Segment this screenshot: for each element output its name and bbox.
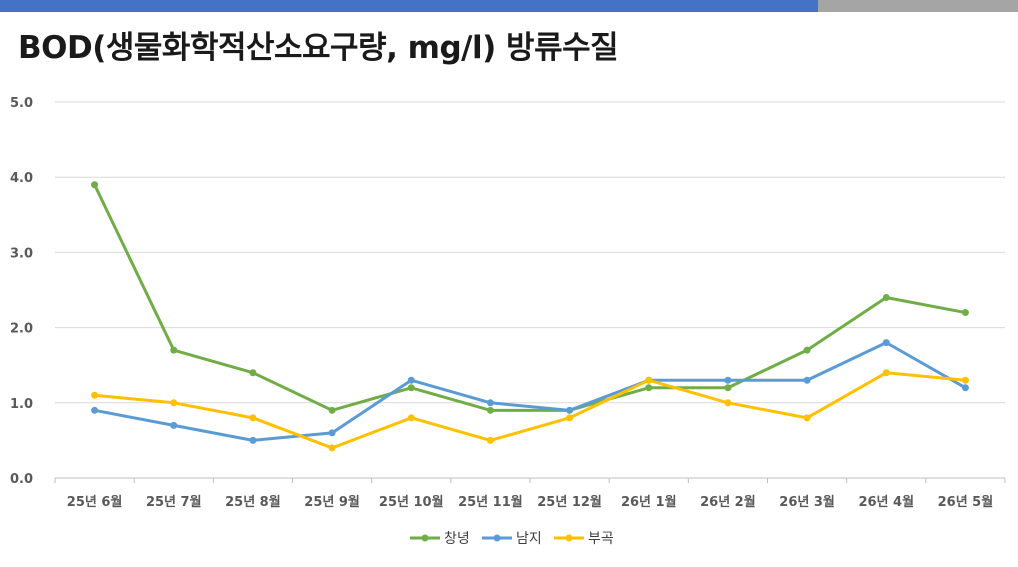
legend-label: 부곡 xyxy=(588,531,614,547)
y-tick-label: 2.0 xyxy=(10,322,33,337)
data-point-series-2 xyxy=(486,399,494,407)
data-point-series-3 xyxy=(407,414,415,422)
y-tick-label: 4.0 xyxy=(10,171,33,186)
x-tick-label: 25년 7월 xyxy=(146,494,202,510)
data-point-series-1 xyxy=(961,309,969,317)
series-line-3 xyxy=(93,371,967,450)
x-tick-label: 26년 4월 xyxy=(858,494,914,510)
data-point-series-1 xyxy=(407,384,415,392)
series-line-1 xyxy=(93,183,967,412)
legend-marker xyxy=(421,534,429,542)
data-point-series-2 xyxy=(803,376,811,384)
series-line-2 xyxy=(93,341,967,442)
data-point-series-2 xyxy=(91,406,99,414)
data-point-series-3 xyxy=(249,414,257,422)
data-point-series-3 xyxy=(882,369,890,377)
data-point-series-2 xyxy=(328,429,336,437)
data-point-series-3 xyxy=(486,436,494,444)
data-point-series-2 xyxy=(249,436,257,444)
x-tick-label: 26년 1월 xyxy=(621,494,677,510)
page-title: BOD(생물화학적산소요구량, mg/l) 방류수질 xyxy=(18,30,619,66)
data-point-series-1 xyxy=(882,294,890,302)
data-point-series-1 xyxy=(724,384,732,392)
data-point-series-2 xyxy=(407,376,415,384)
data-point-series-1 xyxy=(249,369,257,377)
x-tick-label: 25년 11월 xyxy=(458,494,523,510)
y-tick-label: 3.0 xyxy=(10,246,33,261)
header-accent-bar-secondary xyxy=(818,0,1018,12)
legend-label: 창녕 xyxy=(444,531,470,547)
data-point-series-3 xyxy=(91,391,99,399)
legend-marker xyxy=(565,534,573,542)
x-tick-label: 25년 8월 xyxy=(225,494,281,510)
data-point-series-1 xyxy=(486,406,494,414)
x-tick-label: 25년 6월 xyxy=(67,494,123,510)
x-tick-label: 26년 5월 xyxy=(938,494,994,510)
y-tick-label: 5.0 xyxy=(10,96,33,111)
data-point-series-1 xyxy=(91,181,99,189)
data-point-series-2 xyxy=(566,406,574,414)
data-point-series-3 xyxy=(961,376,969,384)
x-tick-label: 25년 10월 xyxy=(379,494,444,510)
legend-label: 남지 xyxy=(516,531,542,547)
data-point-series-3 xyxy=(170,399,178,407)
data-point-series-1 xyxy=(170,346,178,354)
data-point-series-2 xyxy=(724,376,732,384)
data-point-series-2 xyxy=(170,421,178,429)
data-point-series-3 xyxy=(566,414,574,422)
data-point-series-1 xyxy=(328,406,336,414)
legend-marker xyxy=(493,534,501,542)
data-point-series-2 xyxy=(961,384,969,392)
x-tick-label: 26년 3월 xyxy=(779,494,835,510)
data-point-series-3 xyxy=(645,376,653,384)
x-tick-label: 26년 2월 xyxy=(700,494,756,510)
y-tick-label: 0.0 xyxy=(10,472,33,487)
x-tick-label: 25년 9월 xyxy=(304,494,360,510)
data-point-series-3 xyxy=(724,399,732,407)
data-point-series-3 xyxy=(803,414,811,422)
data-point-series-1 xyxy=(803,346,811,354)
y-tick-label: 1.0 xyxy=(10,397,33,412)
data-point-series-1 xyxy=(645,384,653,392)
x-tick-label: 25년 12월 xyxy=(537,494,602,510)
data-point-series-2 xyxy=(882,339,890,347)
data-point-series-3 xyxy=(328,444,336,452)
header-accent-bar xyxy=(0,0,818,12)
